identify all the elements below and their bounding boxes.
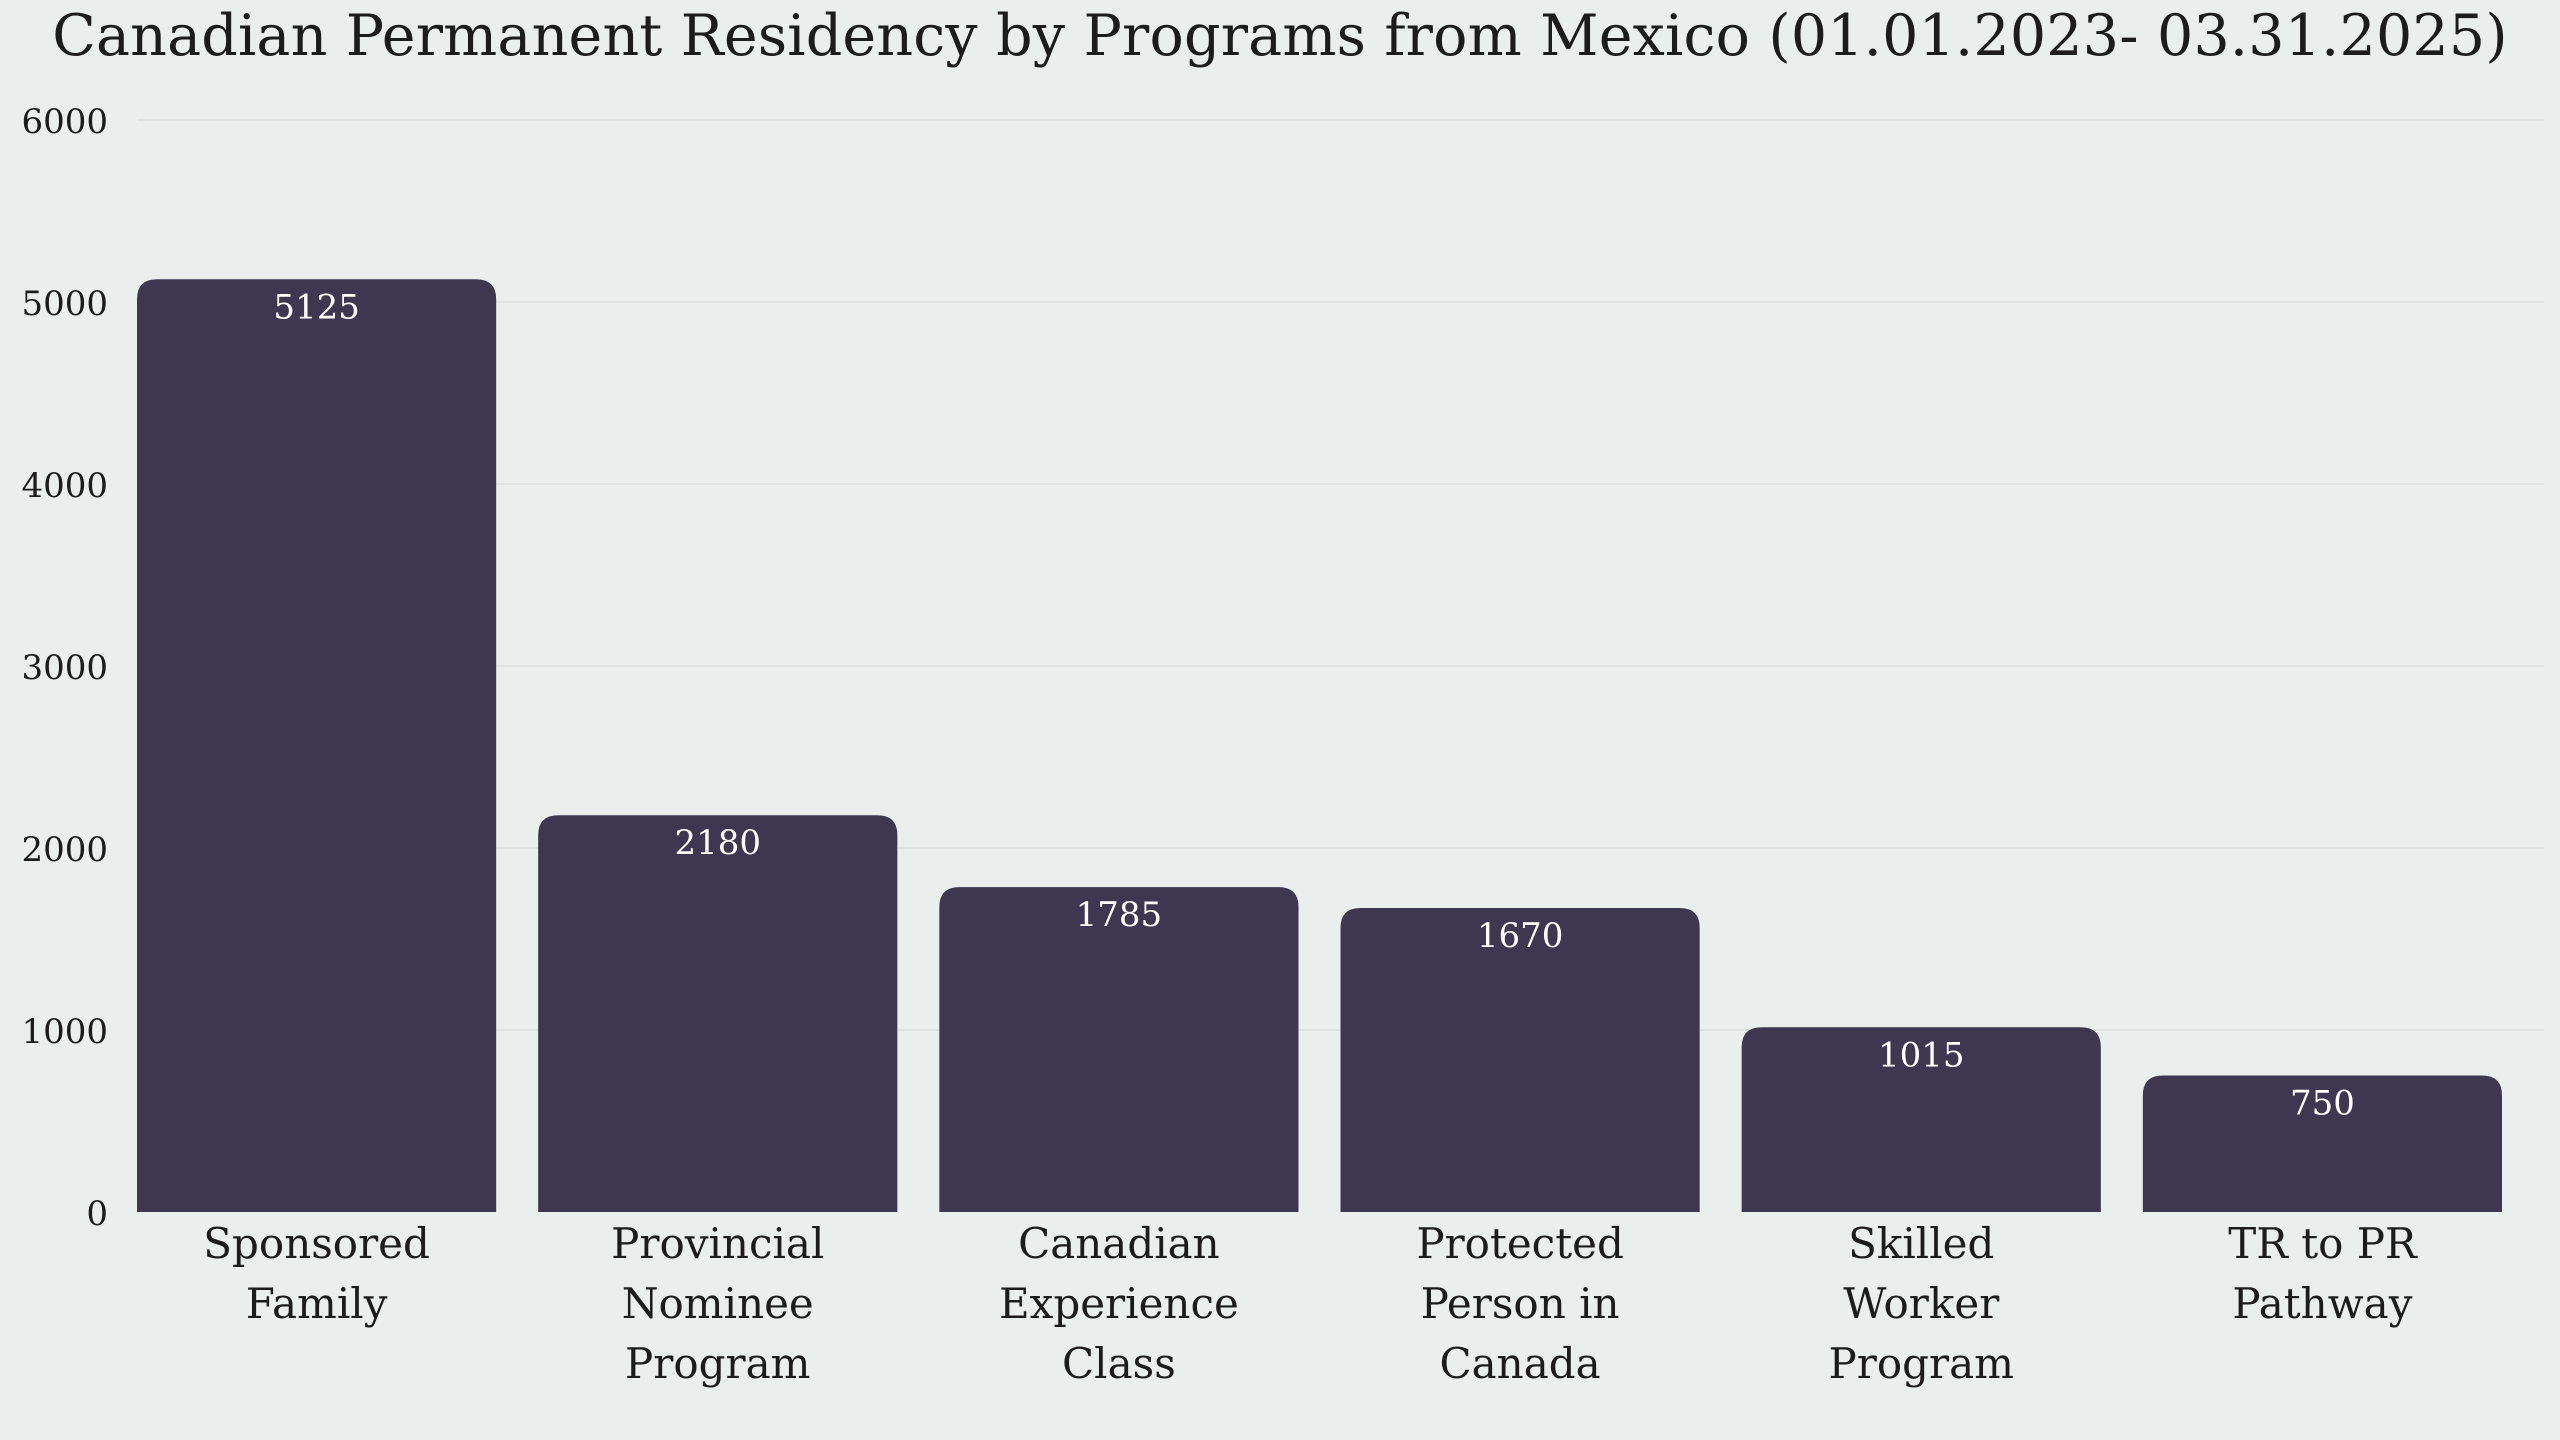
x-tick-label: Skilled Worker Program (1829, 1219, 2014, 1388)
x-tick-label-line: Program (1829, 1339, 2014, 1388)
x-tick-label-line: Program (625, 1339, 810, 1388)
x-tick-label: Canadian Experience Class (999, 1219, 1239, 1388)
x-tick-label-line: Skilled (1848, 1219, 1994, 1268)
x-tick-label: Sponsored Family (203, 1219, 430, 1328)
x-tick-label-line: Pathway (2232, 1279, 2412, 1328)
x-tick-label-line: Nominee (622, 1279, 814, 1328)
gridlines (137, 119, 2544, 1031)
x-tick-label-line: Experience (999, 1279, 1239, 1328)
bar (2142, 1075, 2502, 1212)
data-labels: 5125 2180 1785 1670 1015 750 (273, 287, 2355, 1123)
x-tick-label-line: Canadian (1018, 1219, 1220, 1268)
x-tick-label: TR to PR Pathway (2228, 1219, 2418, 1328)
y-tick-label: 4000 (21, 466, 108, 506)
x-tick-label: Provincial Nominee Program (611, 1219, 824, 1388)
y-tick-label: 0 (86, 1194, 108, 1234)
data-label: 1785 (1076, 895, 1163, 935)
data-label: 2180 (674, 823, 761, 863)
y-tick-label: 3000 (21, 648, 108, 688)
bar (1741, 1027, 2101, 1212)
y-axis-ticks: 0 1000 2000 3000 4000 5000 6000 (21, 102, 108, 1234)
data-label: 1015 (1878, 1035, 1965, 1075)
y-tick-label: 6000 (21, 102, 108, 142)
bar (1340, 908, 1700, 1212)
x-tick-label-line: Worker (1843, 1279, 2000, 1328)
x-tick-label-line: Class (1062, 1339, 1176, 1388)
x-tick-label-line: Sponsored (203, 1219, 430, 1268)
chart-title: Canadian Permanent Residency by Programs… (52, 3, 2508, 69)
x-tick-label-line: Provincial (611, 1219, 824, 1268)
y-tick-label: 5000 (21, 284, 108, 324)
x-tick-label-line: Person in (1421, 1279, 1620, 1328)
x-tick-label-line: TR to PR (2228, 1219, 2418, 1268)
bar (137, 279, 497, 1212)
y-tick-label: 1000 (21, 1012, 108, 1052)
x-tick-label-line: Canada (1439, 1339, 1600, 1388)
data-label: 750 (2290, 1084, 2355, 1124)
bar (538, 815, 898, 1212)
data-label: 1670 (1477, 916, 1564, 956)
x-tick-label-line: Family (246, 1279, 388, 1328)
y-tick-label: 2000 (21, 830, 108, 870)
x-axis-ticks: Sponsored Family Provincial Nominee Program C… (203, 1219, 2418, 1388)
x-tick-label: Protected Person in Canada (1416, 1219, 1624, 1388)
bar (939, 887, 1299, 1212)
x-tick-label-line: Protected (1416, 1219, 1624, 1268)
data-label: 5125 (273, 287, 360, 327)
bars (137, 279, 2502, 1212)
